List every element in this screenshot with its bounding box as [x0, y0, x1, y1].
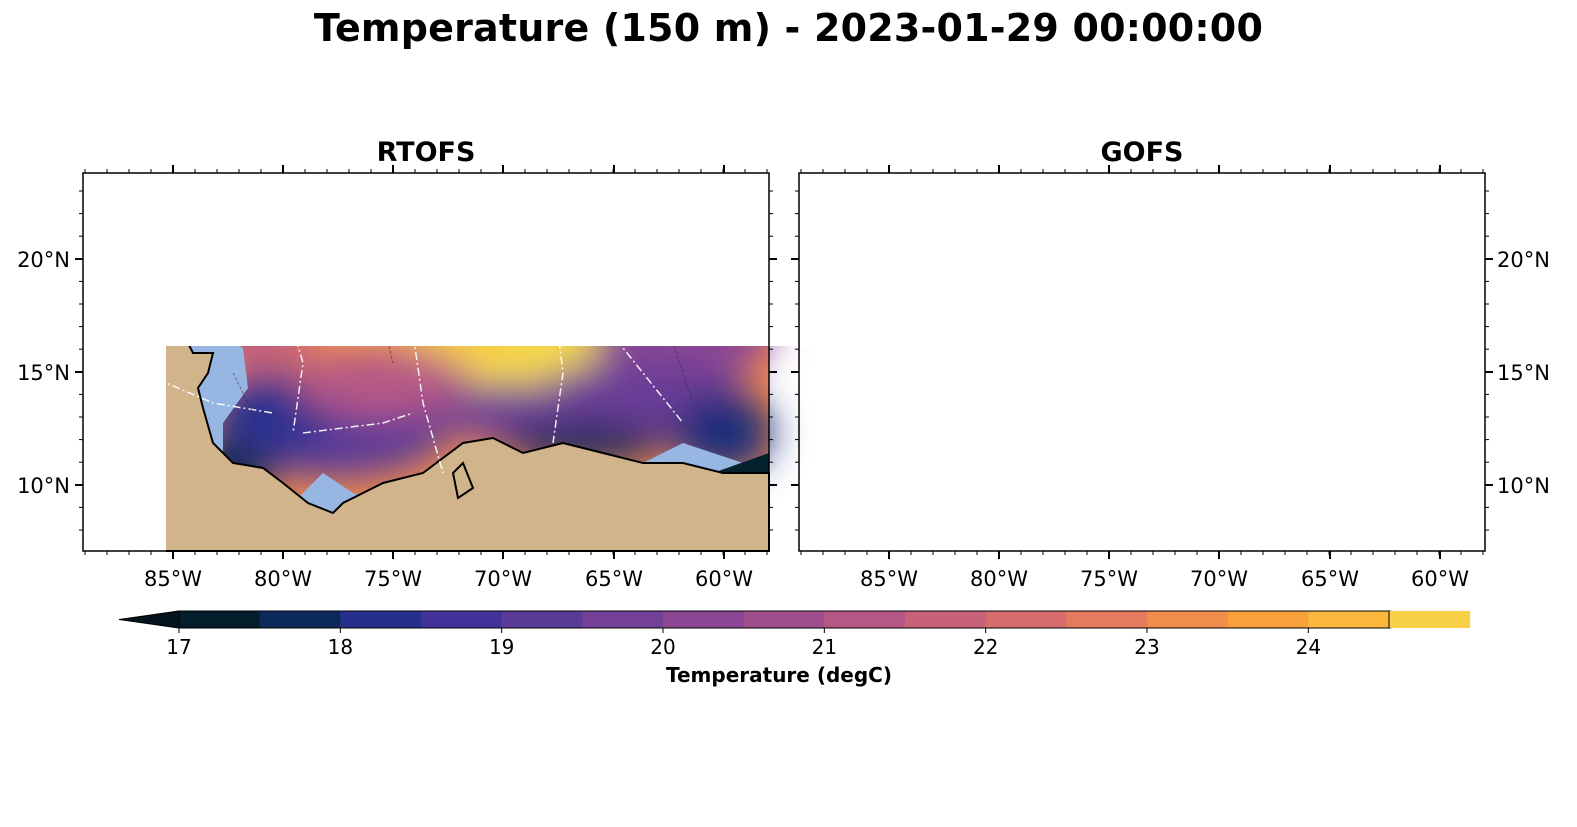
colorbar-segment	[743, 611, 825, 628]
lon-tick-label: 85°W	[144, 567, 202, 591]
colorbar-segment	[421, 611, 503, 628]
colorbar-tick-label: 24	[1296, 635, 1321, 659]
colorbar-tick-label: 23	[1134, 635, 1159, 659]
colorbar-segment	[582, 611, 664, 628]
colorbar: 17 18 19 20 21 22 23 24 Temperature (degC)	[118, 610, 1471, 687]
panel-title-rtofs: RTOFS	[376, 137, 476, 168]
colorbar-segment	[179, 611, 261, 628]
colorbar-segment	[905, 611, 987, 628]
lat-tick-label: 20°N	[17, 248, 70, 272]
colorbar-segment	[340, 611, 422, 628]
lat-tick-label: 10°N	[17, 474, 70, 498]
lat-tick-label: 20°N	[1497, 248, 1550, 272]
lon-tick-label: 70°W	[474, 567, 532, 591]
colorbar-segment	[1389, 611, 1471, 628]
colorbar-segment	[985, 611, 1067, 628]
lon-tick-label: 85°W	[860, 567, 918, 591]
colorbar-segment	[1227, 611, 1309, 628]
lon-tick-label: 60°W	[695, 567, 753, 591]
lon-tick-label: 75°W	[364, 567, 422, 591]
colorbar-tick-label: 20	[650, 635, 675, 659]
colorbar-extend-under	[118, 610, 180, 629]
lat-tick-label: 10°N	[1497, 474, 1550, 498]
colorbar-tick-label: 18	[328, 635, 353, 659]
colorbar-tick-label: 19	[489, 635, 514, 659]
colorbar-segment	[663, 611, 745, 628]
lon-tick-label: 65°W	[1301, 567, 1359, 591]
colorbar-title: Temperature (degC)	[666, 663, 892, 687]
map-panel-gofs	[798, 172, 1486, 552]
lon-tick-label: 70°W	[1190, 567, 1248, 591]
lon-tick-label: 80°W	[254, 567, 312, 591]
colorbar-segment	[1147, 611, 1229, 628]
lat-tick-label: 15°N	[1497, 361, 1550, 385]
map-panel-rtofs	[82, 172, 773, 552]
lat-tick-label: 15°N	[17, 361, 70, 385]
lon-tick-label: 65°W	[585, 567, 643, 591]
colorbar-segment	[259, 611, 341, 628]
colorbar-tick-label: 22	[973, 635, 998, 659]
lon-tick-label: 60°W	[1411, 567, 1469, 591]
panel-title-gofs: GOFS	[1100, 137, 1184, 168]
colorbar-tick-label: 17	[166, 635, 191, 659]
colorbar-tick-label: 21	[812, 635, 837, 659]
colorbar-segment	[824, 611, 906, 628]
lon-tick-label: 80°W	[970, 567, 1028, 591]
figure-title: Temperature (150 m) - 2023-01-29 00:00:0…	[313, 6, 1264, 50]
colorbar-segment	[1308, 611, 1390, 628]
colorbar-segment	[1066, 611, 1148, 628]
lon-tick-label: 75°W	[1080, 567, 1138, 591]
colorbar-segment	[501, 611, 583, 628]
